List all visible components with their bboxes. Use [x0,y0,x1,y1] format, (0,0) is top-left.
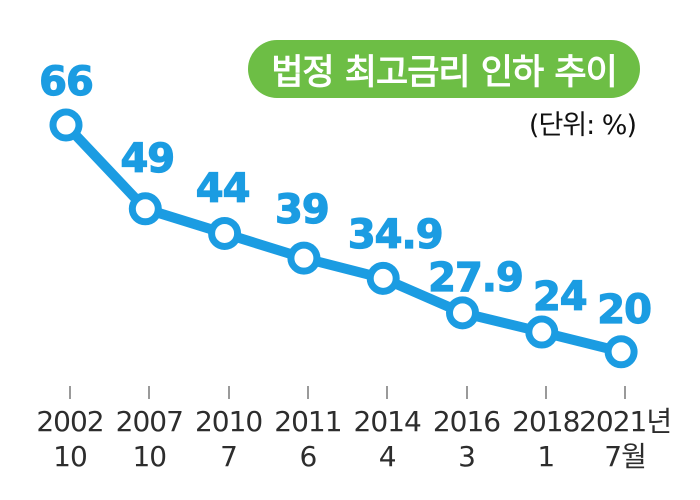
x-axis-month-label: 1 [537,440,555,473]
x-axis-month-label: 4 [378,440,397,473]
value-label: 20 [597,286,653,333]
value-label: 49 [120,135,176,182]
value-label: 44 [195,166,251,213]
x-axis-year-label: 2016 [432,405,501,438]
x-axis-month-label: 7 [220,440,238,473]
x-axis-tick [227,386,230,399]
x-axis-column: 2021년 7월 [577,386,673,472]
x-axis-tick [148,386,151,399]
x-axis-column: 2002 10 [22,386,118,472]
x-axis-year-label: 2021년 [579,405,672,438]
x-axis-year-label: 2014 [353,405,422,438]
chart-title: 법정 최고금리 인하 추이 [271,52,618,93]
x-axis-year-label: 2002 [36,405,104,438]
value-label: 34.9 [347,212,444,259]
data-point-marker [604,335,638,369]
value-label: 66 [39,59,95,105]
x-axis-column: 2016 3 [419,386,515,472]
value-label: 27.9 [428,254,525,301]
x-axis-month-label: 10 [53,440,88,473]
x-axis-tick [386,386,389,399]
data-point-marker [287,241,321,275]
data-point-marker [446,296,479,330]
x-axis-year-label: 2018 [512,405,580,438]
x-axis-tick [544,386,547,399]
chart-title-pill: 법정 최고금리 인하 추이 [248,40,640,98]
x-axis-tick [69,386,71,399]
x-axis-month-label: 10 [132,440,167,473]
value-label: 39 [274,187,330,234]
x-axis-month-label: 7월 [604,440,647,473]
x-axis-column: 2011 6 [260,386,356,472]
x-axis-year-label: 2007 [115,405,184,438]
x-axis-year-label: 2011 [274,405,342,438]
x-axis-tick [465,386,468,399]
x-axis-month-label: 3 [458,440,476,473]
data-point-marker [128,192,162,226]
x-axis-month-label: 6 [299,440,317,473]
data-point-marker [366,261,400,295]
x-axis-column: 2014 4 [339,386,435,472]
data-point-marker [49,108,83,142]
x-axis-year-label: 2010 [194,405,263,438]
unit-label: (단위: %) [528,110,637,141]
x-axis-tick [306,386,309,399]
x-axis-column: 2018 1 [498,386,594,472]
data-point-marker [525,315,559,349]
value-label: 24 [532,274,588,321]
data-point-marker [208,216,242,250]
x-axis-column: 2010 7 [181,386,277,472]
x-axis-column: 2007 10 [101,386,197,472]
x-axis-tick [624,386,627,399]
